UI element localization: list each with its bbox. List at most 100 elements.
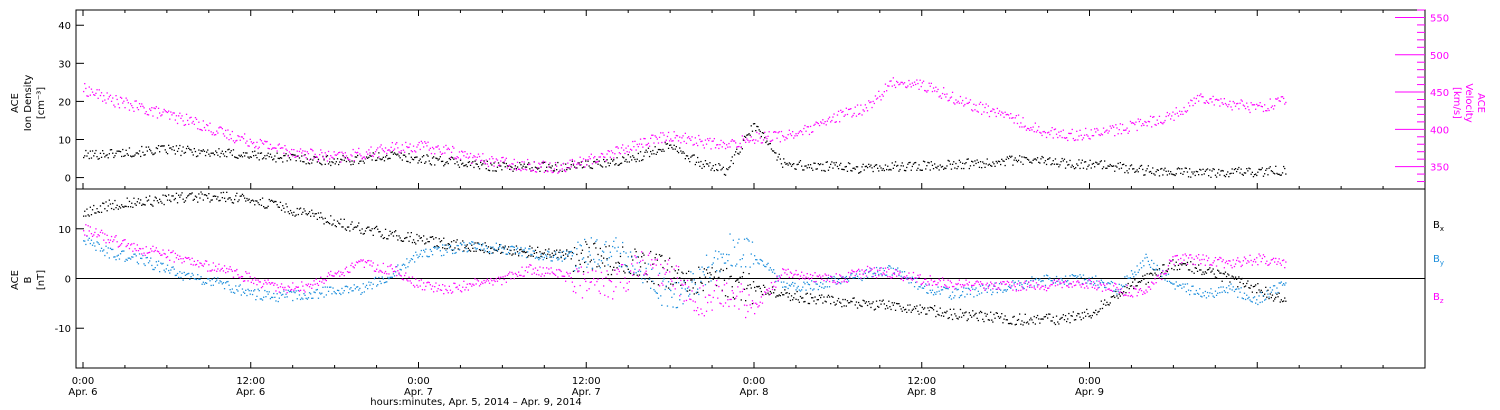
bottom-data-point — [1072, 311, 1074, 313]
top-data-point — [156, 117, 159, 119]
bottom-data-point — [1218, 270, 1220, 272]
bottom-data-point — [859, 304, 861, 306]
bottom-data-point — [197, 274, 199, 276]
bottom-data-point — [439, 250, 441, 252]
bottom-data-point — [694, 283, 696, 286]
top-data-point — [685, 142, 688, 144]
bottom-data-point — [484, 282, 486, 284]
bottom-data-point — [680, 284, 682, 286]
top-data-point — [406, 160, 408, 162]
top-data-point — [509, 168, 511, 170]
bottom-data-point — [493, 248, 495, 251]
top-data-point — [964, 163, 966, 165]
bottom-data-point — [449, 289, 452, 291]
bottom-data-point — [1020, 282, 1022, 284]
bottom-data-point — [411, 241, 414, 244]
top-data-point — [628, 161, 630, 163]
bottom-data-point — [1060, 277, 1062, 280]
bottom-data-point — [449, 246, 452, 248]
top-data-point — [676, 135, 679, 137]
bottom-data-point — [966, 293, 968, 295]
bottom-data-point — [503, 248, 505, 250]
top-data-point — [1115, 165, 1117, 167]
bottom-data-point — [690, 279, 692, 281]
bottom-data-point — [996, 312, 998, 314]
bottom-data-point — [697, 307, 699, 309]
bottom-data-point — [721, 290, 723, 292]
top-data-point — [387, 149, 389, 151]
bottom-data-point — [454, 282, 456, 285]
top-data-point — [931, 164, 934, 166]
bottom-data-point — [484, 242, 486, 244]
top-data-point — [83, 156, 85, 159]
bottom-data-point — [896, 269, 898, 271]
top-data-point — [201, 129, 203, 132]
top-data-point — [565, 170, 567, 173]
top-data-point — [506, 167, 509, 169]
top-data-point — [550, 170, 552, 172]
bottom-data-point — [301, 281, 303, 283]
bottom-data-point — [1214, 290, 1217, 292]
bottom-data-point — [257, 288, 259, 290]
top-data-point — [377, 157, 379, 159]
top-data-point — [1140, 164, 1143, 167]
bottom-data-point — [612, 269, 614, 271]
top-data-point — [663, 150, 665, 152]
bottom-data-point — [104, 208, 106, 210]
bottom-data-point — [732, 239, 734, 241]
bottom-data-point — [194, 264, 197, 266]
bottom-data-point — [540, 253, 542, 255]
top-data-point — [338, 152, 340, 154]
bottom-data-point — [1020, 323, 1022, 325]
bottom-data-point — [824, 286, 826, 288]
top-data-point — [911, 82, 913, 84]
top-data-point — [1267, 174, 1269, 176]
top-data-point — [833, 162, 835, 164]
top-data-point — [695, 142, 698, 144]
bottom-data-point — [865, 301, 868, 303]
bottom-data-point — [1149, 266, 1152, 268]
bottom-data-point — [84, 234, 86, 236]
bottom-data-point — [738, 308, 740, 310]
top-data-point — [241, 156, 244, 158]
bottom-data-point — [864, 302, 866, 304]
top-data-point — [1126, 170, 1128, 172]
bottom-data-point — [286, 296, 288, 298]
bottom-data-point — [240, 195, 242, 197]
bottom-data-point — [1211, 270, 1213, 272]
bottom-data-point — [435, 246, 437, 248]
top-data-point — [955, 99, 957, 101]
top-data-point — [202, 149, 204, 151]
bottom-data-point — [448, 243, 450, 245]
bottom-data-point — [369, 229, 371, 231]
top-data-point — [956, 168, 958, 170]
bottom-data-point — [387, 265, 389, 268]
bottom-data-point — [1199, 269, 1201, 271]
top-data-point — [984, 166, 986, 168]
top-data-point — [1257, 171, 1259, 173]
bottom-data-point — [94, 245, 96, 247]
bottom-data-point — [927, 307, 929, 309]
top-data-point — [241, 136, 244, 138]
top-data-point — [634, 140, 636, 142]
bottom-data-point — [721, 289, 723, 291]
top-data-point — [1171, 173, 1173, 175]
bottom-data-point — [770, 282, 773, 284]
top-data-point — [548, 166, 550, 168]
top-data-point — [103, 95, 105, 97]
bottom-data-point — [358, 289, 360, 291]
top-data-point — [511, 166, 513, 169]
bottom-data-point — [392, 271, 395, 273]
bottom-data-point — [870, 268, 872, 270]
top-data-point — [1064, 167, 1067, 169]
bottom-data-point — [242, 195, 245, 197]
top-data-point — [1017, 114, 1020, 116]
bottom-data-point — [879, 267, 881, 269]
top-data-point — [1194, 102, 1196, 104]
bottom-data-point — [907, 304, 909, 306]
top-data-point — [1116, 127, 1118, 129]
bottom-data-point — [412, 255, 415, 257]
top-data-point — [174, 153, 176, 155]
bottom-data-point — [599, 292, 601, 295]
bottom-data-point — [335, 293, 337, 295]
